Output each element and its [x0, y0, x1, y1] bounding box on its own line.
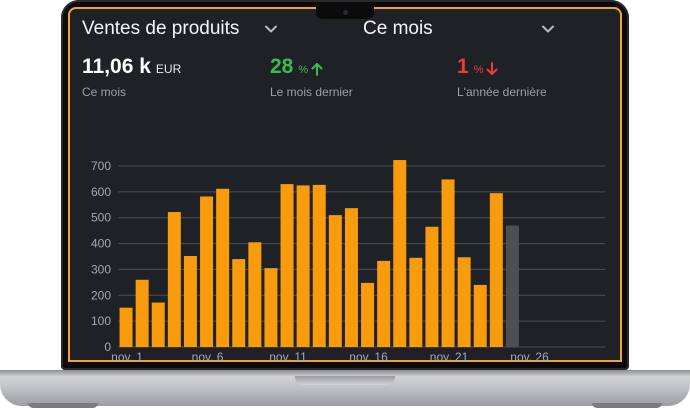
- projected-bar: [505, 225, 519, 347]
- y-tick-label: 500: [91, 211, 111, 225]
- bar: [264, 268, 278, 347]
- bar: [361, 282, 375, 347]
- bar: [328, 215, 342, 347]
- kpi-currency: EUR: [155, 62, 182, 76]
- kpi-value: 1: [457, 55, 469, 78]
- y-tick-label: 200: [91, 288, 111, 302]
- bar: [183, 255, 197, 347]
- sales-bar-chart: 0 100 200 300 400 500 600 700 nov. 1 nov. 6 nov. 1…: [68, 147, 622, 362]
- bar: [409, 257, 423, 347]
- bar: [151, 302, 165, 347]
- camera-icon: [343, 10, 348, 15]
- bar: [167, 212, 181, 347]
- product-selector-label: Ventes de produits: [82, 18, 240, 39]
- x-tick-label: nov. 21: [430, 350, 469, 362]
- period-selector-dropdown[interactable]: Ce mois: [363, 17, 555, 41]
- laptop-foot: [592, 403, 662, 408]
- arrow-down-icon: [486, 62, 498, 76]
- kpi-this-month: 11,06 k EUR Ce mois: [82, 55, 181, 99]
- bar: [119, 307, 133, 347]
- y-tick-label: 600: [91, 185, 111, 199]
- laptop-foot: [28, 403, 98, 408]
- kpi-label: L'année dernière: [457, 85, 547, 99]
- kpi-row: 11,06 k EUR Ce mois 28 % Le mois dernier…: [68, 55, 622, 105]
- bar: [425, 226, 439, 347]
- bar: [312, 184, 326, 347]
- x-tick-label: nov. 26: [510, 350, 549, 362]
- kpi-last-month: 28 % Le mois dernier: [270, 55, 353, 99]
- kpi-value: 11,06 k: [82, 55, 151, 78]
- bar: [441, 179, 455, 347]
- bar: [489, 193, 503, 347]
- bar: [377, 260, 391, 347]
- kpi-percent-sign: %: [473, 64, 484, 76]
- chevron-down-icon: [541, 22, 555, 36]
- bar: [200, 196, 214, 347]
- bar: [457, 257, 471, 347]
- bar: [216, 188, 230, 347]
- bar: [473, 284, 487, 347]
- laptop-base: [0, 370, 690, 408]
- y-tick-label: 300: [91, 262, 111, 276]
- bar: [393, 160, 407, 347]
- bar: [232, 259, 246, 347]
- bar: [248, 242, 262, 347]
- trackpad-notch: [295, 376, 395, 385]
- bar: [296, 185, 310, 347]
- arrow-up-icon: [311, 62, 323, 76]
- bar: [280, 184, 294, 347]
- y-tick-label: 100: [91, 314, 111, 328]
- kpi-last-year: 1 % L'année dernière: [457, 55, 547, 99]
- y-tick-label: 0: [104, 340, 111, 354]
- kpi-label: Ce mois: [82, 85, 127, 99]
- bar: [135, 279, 149, 347]
- kpi-percent-sign: %: [298, 64, 309, 76]
- x-tick-label: nov. 11: [269, 350, 307, 362]
- kpi-value: 28: [270, 55, 294, 78]
- y-tick-label: 700: [91, 159, 111, 173]
- y-tick-label: 400: [91, 237, 111, 251]
- camera-notch: [316, 7, 374, 19]
- x-tick-label: nov. 1: [111, 350, 143, 362]
- product-selector-dropdown[interactable]: Ventes de produits: [82, 17, 278, 41]
- period-selector-label: Ce mois: [363, 18, 433, 39]
- dashboard-header: Ventes de produits Ce mois: [68, 7, 622, 49]
- x-tick-label: nov. 16: [349, 350, 388, 362]
- base-lip: [0, 370, 690, 376]
- kpi-label: Le mois dernier: [270, 85, 353, 99]
- bar: [344, 208, 358, 347]
- chart-canvas: 0 100 200 300 400 500 600 700 nov. 1 nov. 6 nov. 1…: [91, 159, 605, 362]
- dashboard-screen: Ventes de produits Ce mois 11,06 k EUR C…: [68, 7, 622, 362]
- x-tick-label: nov. 6: [192, 350, 224, 362]
- chevron-down-icon: [264, 22, 278, 36]
